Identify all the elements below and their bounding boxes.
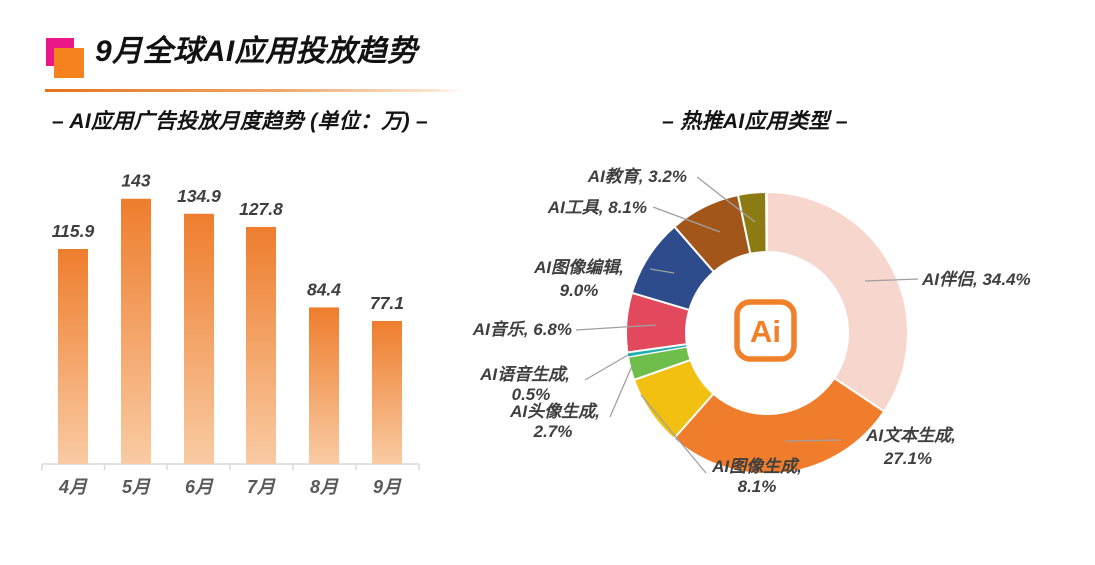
pie-leader-line	[649, 268, 675, 274]
bar-chart: 115.9 4月 143 5月 134.9 6月 127.8 7月 84.4 8月 77.1 9月	[41, 171, 420, 497]
page-title: 9月全球AI应用投放趋势	[95, 35, 418, 68]
bar-8月	[309, 307, 339, 464]
pie-label-AI工具: AI工具, 8.1%	[547, 198, 647, 217]
bar-value-label: 84.4	[307, 279, 341, 299]
pie-label-pct-AI头像生成: 2.7%	[533, 422, 573, 441]
pie-slice-AI教育	[736, 191, 768, 255]
pie-label-AI语音生成: AI语音生成,	[479, 365, 570, 384]
pie-label-AI图像生成: AI图像生成,	[711, 457, 802, 476]
title-divider	[45, 89, 465, 92]
x-axis-category-label: 4月	[58, 477, 88, 497]
pie-label-pct-AI语音生成: 0.5%	[512, 385, 551, 404]
bar-value-label: 77.1	[370, 293, 404, 313]
pie-slice-AI文本生成	[672, 377, 886, 475]
logo-orange-square-icon	[54, 48, 84, 78]
pie-leader-line	[784, 439, 841, 442]
bar-7月	[246, 226, 276, 464]
bar-chart-title: – AI应用广告投放月度趋势 (单位：万) –	[52, 110, 428, 133]
bar-6月	[184, 213, 214, 464]
pie-leader-line	[575, 324, 657, 331]
pie-leader-line	[609, 365, 633, 418]
pie-slice-AI伴侣	[766, 191, 909, 413]
ai-logo-text: Ai	[750, 314, 781, 349]
pie-label-pct-AI文本生成: 27.1%	[883, 449, 932, 468]
bar-5月	[121, 198, 151, 465]
x-axis-category-label: 6月	[185, 477, 214, 497]
brand-logo	[44, 36, 86, 80]
pie-label-pct-AI图像生成: 8.1%	[738, 477, 777, 496]
ai-logo-icon	[734, 299, 797, 362]
pie-label-AI教育: AI教育, 3.2%	[587, 167, 687, 186]
x-axis-category-label: 9月	[373, 477, 402, 497]
x-axis-category-label: 8月	[310, 477, 339, 497]
bar-9月	[372, 320, 402, 464]
pie-leader-line	[864, 278, 919, 282]
donut-chart: AI伴侣, 34.4% AI文本生成, 27.1% AI图像生成,8.1% AI头像生成…	[472, 167, 1031, 496]
x-axis-category-label: 7月	[247, 477, 276, 497]
pie-leader-line	[640, 394, 707, 474]
pie-leader-line	[696, 176, 756, 223]
bar-4月	[58, 249, 88, 464]
pie-chart-title: – 热推AI应用类型 –	[662, 110, 848, 133]
pie-label-AI伴侣: AI伴侣, 34.4%	[921, 270, 1031, 289]
bar-value-label: 127.8	[239, 199, 283, 219]
bar-value-label: 134.9	[177, 186, 221, 206]
pie-label-AI音乐: AI音乐, 6.8%	[472, 320, 572, 339]
pie-label-AI文本生成: AI文本生成,	[865, 426, 956, 445]
bar-value-label: 115.9	[52, 221, 95, 241]
pie-leader-line	[584, 354, 629, 381]
pie-label-AI图像编辑: AI图像编辑,	[533, 258, 624, 277]
bar-value-label: 143	[121, 171, 150, 191]
x-axis-category-label: 5月	[122, 477, 151, 497]
pie-label-pct-AI图像编辑: 9.0%	[560, 281, 599, 300]
pie-label-AI头像生成: AI头像生成,	[509, 402, 600, 421]
pie-leader-line	[652, 206, 721, 233]
